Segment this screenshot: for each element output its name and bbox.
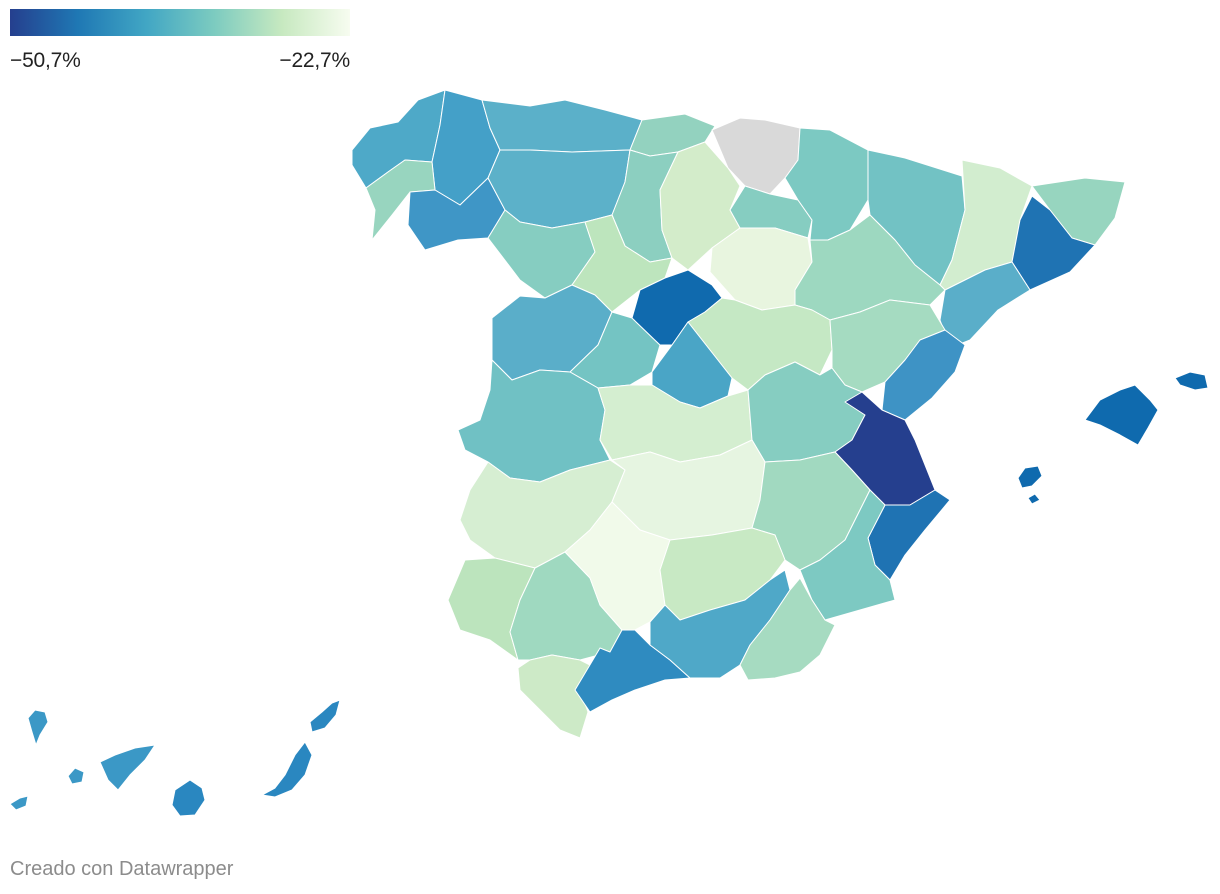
region-santa-cruz-de-tenerife[interactable] (27, 709, 49, 746)
region-santa-cruz-de-tenerife[interactable] (67, 767, 85, 785)
region-las-palmas[interactable] (171, 779, 206, 817)
color-legend: −50,7% −22,7% (10, 9, 350, 72)
legend-min-label: −50,7% (10, 49, 81, 72)
region-santa-cruz-de-tenerife[interactable] (99, 744, 156, 791)
region-almeria[interactable] (739, 577, 836, 681)
region-barcelona[interactable] (1011, 195, 1096, 291)
legend-gradient-bar (10, 9, 350, 36)
region-islas-baleares[interactable] (1017, 465, 1043, 489)
region-islas-baleares[interactable] (1084, 384, 1159, 446)
region-murcia[interactable] (799, 489, 896, 621)
region-castellon[interactable] (881, 329, 966, 421)
legend-max-label: −22,7% (279, 49, 350, 72)
region-asturias[interactable] (481, 99, 643, 153)
datawrapper-credit: Creado con Datawrapper (10, 858, 234, 880)
region-islas-baleares[interactable] (1027, 493, 1041, 505)
region-islas-baleares[interactable] (1174, 371, 1209, 391)
region-las-palmas[interactable] (261, 741, 313, 798)
region-santa-cruz-de-tenerife[interactable] (9, 795, 29, 811)
region-las-palmas[interactable] (309, 699, 341, 733)
